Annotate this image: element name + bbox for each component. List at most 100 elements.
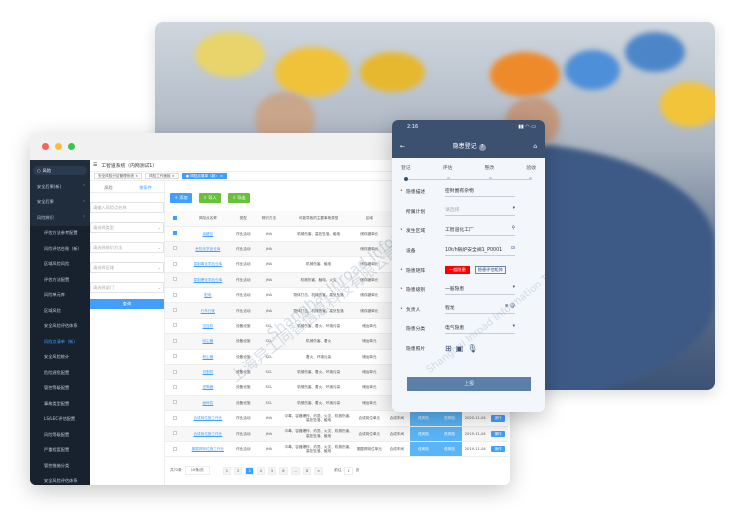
page-button[interactable]: > (314, 466, 324, 475)
sidebar-item[interactable]: 管控措施分类 (30, 458, 90, 474)
operate-button[interactable]: 操作 (491, 415, 505, 422)
sidebar-item[interactable]: 严重程度配置 (30, 442, 90, 458)
risk-name-input[interactable]: 请输入风险点名称 (90, 202, 164, 213)
risk-point-link[interactable]: 破碎机 (184, 395, 231, 412)
tab-risk-system[interactable]: 安全风险分区管理系统 × (94, 173, 143, 179)
sidebar-item[interactable]: 风险等级配置 (30, 427, 90, 443)
page-button[interactable]: 2 (234, 466, 243, 475)
row-checkbox[interactable] (165, 349, 185, 366)
sidebar-item[interactable]: 事故类型配置 (30, 396, 90, 412)
sidebar-item[interactable]: 安全后果 ˅ (30, 195, 90, 211)
risk-point-link[interactable]: 危险化学品仓库 (184, 241, 231, 258)
page-button[interactable]: 5 (267, 466, 277, 475)
goto-page-input[interactable]: 1 (344, 466, 353, 475)
operate-button[interactable]: 操作 (491, 430, 505, 437)
sidebar-item[interactable]: 风险点清单（新） (30, 334, 90, 350)
maximize-window-button[interactable] (68, 143, 75, 150)
sidebar-item[interactable]: 评估方法配置 (30, 272, 90, 288)
sidebar-item[interactable]: 管控等级配置 (30, 380, 90, 396)
row-checkbox[interactable] (165, 287, 185, 304)
back-arrow-icon[interactable]: ← (400, 142, 406, 150)
export-button[interactable]: ⇪ 导出 (228, 193, 250, 203)
sidebar-item[interactable]: 安全风险评估体系 (30, 473, 90, 485)
field-input[interactable]: 请选择 ▾ (445, 206, 515, 217)
row-checkbox[interactable] (165, 256, 185, 273)
help-icon[interactable]: ? (478, 144, 486, 151)
add-button[interactable]: + 添加 (170, 193, 192, 203)
photo-upload-icon[interactable]: ⊞ (445, 344, 452, 354)
sidebar-item[interactable]: 风险辨识 ˄ (30, 210, 90, 226)
risk-point-link[interactable]: 易制毒化学品仓库 (184, 256, 231, 273)
risk-point-link[interactable]: 合成岗位施工作业 (184, 426, 231, 442)
department-select[interactable]: 请选择部门 ⌄ (90, 282, 164, 293)
sidebar-item[interactable]: 区域风险风险 (30, 256, 90, 272)
risk-point-link[interactable]: 易制爆化学品仓库 (184, 272, 231, 289)
sidebar-item[interactable]: LS/LEC评估配置 (30, 411, 90, 427)
risk-point-link[interactable]: 滤筒器 (184, 379, 231, 396)
page-size-select[interactable]: 10条/页 (184, 466, 210, 475)
sidebar-item[interactable]: 安全风险统计 (30, 349, 90, 365)
sidebar-item[interactable]: 评估方法参考配置 (30, 225, 90, 241)
field-input[interactable]: 密封圈有杂物 (445, 187, 515, 197)
filter-tab-condition[interactable]: 按条件 (127, 182, 164, 192)
person-icon[interactable]: ⊗ @ (504, 304, 515, 310)
row-checkbox[interactable] (165, 333, 185, 350)
row-checkbox[interactable] (165, 241, 185, 258)
row-checkbox[interactable] (165, 272, 185, 289)
page-button[interactable]: ... (290, 466, 300, 475)
minimize-window-button[interactable] (55, 143, 62, 150)
risk-point-link[interactable]: 除尘器 (184, 333, 231, 350)
dropdown-arrow-icon[interactable]: ▾ (512, 284, 515, 290)
row-checkbox[interactable] (165, 441, 185, 458)
field-input[interactable]: 电气隐患 ▾ (445, 324, 515, 334)
risk-point-link[interactable]: 合成岗位施工作业 (184, 410, 231, 427)
tab-work-panel[interactable]: 风险工作面板 × (145, 173, 179, 179)
query-button[interactable]: 查询 (90, 299, 164, 309)
video-upload-icon[interactable]: ▣ (455, 344, 464, 354)
submit-button[interactable]: 上报 (407, 377, 531, 391)
select-all-checkbox[interactable] (165, 211, 185, 227)
sidebar-item[interactable]: 安全后果(新) ˅ (30, 179, 90, 195)
risk-point-link[interactable]: 配电 (184, 287, 231, 304)
sidebar-item[interactable]: 区域风险 (30, 303, 90, 319)
row-checkbox[interactable] (165, 410, 185, 427)
row-checkbox[interactable] (165, 364, 185, 381)
close-window-button[interactable] (42, 143, 49, 150)
field-input[interactable]: 程龙 ⊗ @ (445, 304, 515, 315)
page-button[interactable]: 6 (279, 466, 288, 475)
type-select[interactable]: 请选择类型 ⌄ (90, 222, 164, 233)
sidebar-item[interactable]: 安全风险评估体系 (30, 318, 90, 334)
location-icon[interactable]: ⚲ (511, 225, 515, 231)
row-checkbox[interactable] (165, 226, 185, 242)
operate-button[interactable]: 操作 (491, 446, 505, 453)
page-button[interactable]: 1 (222, 466, 232, 475)
risk-point-link[interactable]: 行车行驶 (184, 302, 231, 319)
risk-point-link[interactable]: 空压机 (184, 318, 231, 335)
tab-risk-list[interactable]: ● 风险点清单（新） × (181, 173, 227, 179)
audio-upload-icon[interactable]: 🎙 (467, 344, 478, 354)
scan-icon[interactable]: ⊡ (510, 245, 515, 251)
field-input[interactable]: 一般隐患 ▾ (445, 285, 515, 295)
sidebar-item[interactable]: 风险评估台账（新） (30, 241, 90, 257)
row-checkbox[interactable] (165, 302, 185, 319)
risk-point-link[interactable]: 切割机 (184, 364, 231, 381)
area-select[interactable]: 请选择区域 ⌄ (90, 262, 164, 273)
hazard-level-badge[interactable]: 一般隐患 (445, 266, 470, 275)
risk-point-link[interactable]: 油罐区 (184, 226, 231, 242)
risk-point-link[interactable]: 氯酸钾岗位施工作业 (184, 441, 231, 458)
field-input[interactable]: 工智道化工厂 ⚲ (445, 226, 515, 236)
dropdown-arrow-icon[interactable]: ▾ (512, 206, 515, 212)
page-button[interactable]: 4 (256, 466, 265, 475)
row-checkbox[interactable] (165, 395, 185, 412)
page-button[interactable]: 8 (302, 466, 312, 475)
field-input[interactable]: 10t/h锅炉安全阀1_P0001 ⊡ (445, 246, 515, 256)
sidebar-search[interactable]: ○ 风险 (33, 166, 87, 175)
home-icon[interactable]: ⌂ (533, 142, 537, 150)
row-checkbox[interactable] (165, 379, 185, 396)
import-button[interactable]: ⇪ 导入 (199, 193, 221, 203)
hazard-matrix-button[interactable]: 隐患评估矩阵 (474, 266, 506, 275)
row-checkbox[interactable] (165, 426, 185, 442)
row-checkbox[interactable] (165, 318, 185, 335)
menu-icon[interactable]: ☰ (93, 163, 98, 168)
sidebar-item[interactable]: 风险单元库 (30, 287, 90, 303)
